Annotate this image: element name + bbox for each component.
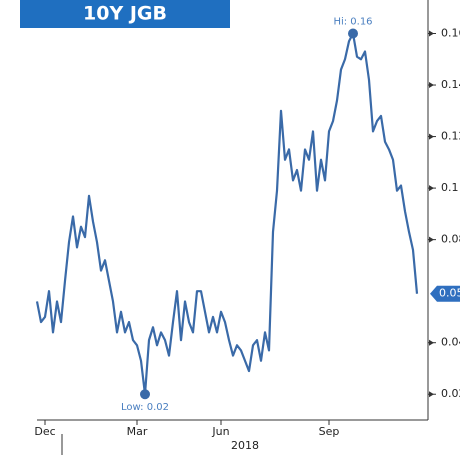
last-value-box — [430, 285, 460, 302]
y-tick-arrow — [429, 185, 434, 192]
y-tick-arrow — [429, 236, 434, 243]
low-annotation: Low: 0.02 — [121, 402, 169, 413]
x-axis-label: 2018 — [231, 439, 259, 452]
y-tick-arrow — [429, 133, 434, 140]
high-marker — [348, 28, 358, 39]
x-tick-label: Mar — [127, 425, 148, 438]
x-tick-label: Sep — [319, 425, 340, 438]
y-tick-label: 0.02 — [441, 387, 460, 400]
last-value-label: 0.059 — [439, 287, 460, 300]
y-tick-label: 0.16 — [441, 26, 460, 39]
y-tick-label: 0.1 — [441, 181, 459, 194]
low-marker — [140, 389, 150, 400]
y-tick-arrow — [429, 30, 434, 37]
high-annotation: Hi: 0.16 — [333, 16, 372, 27]
y-tick-arrow — [429, 82, 434, 89]
x-tick-label: Jun — [211, 425, 229, 438]
y-tick-label: 0.08 — [441, 233, 460, 246]
title-box — [20, 0, 230, 28]
y-tick-label: 0.12 — [441, 130, 460, 143]
y-tick-arrow — [429, 339, 434, 346]
price-line — [35, 32, 419, 396]
chart-title: 10Y JGB — [83, 3, 167, 25]
y-tick-label: 0.04 — [441, 336, 460, 349]
y-tick-arrow — [429, 391, 434, 398]
y-tick-label: 0.14 — [441, 78, 460, 91]
x-tick-label: Dec — [34, 425, 55, 438]
